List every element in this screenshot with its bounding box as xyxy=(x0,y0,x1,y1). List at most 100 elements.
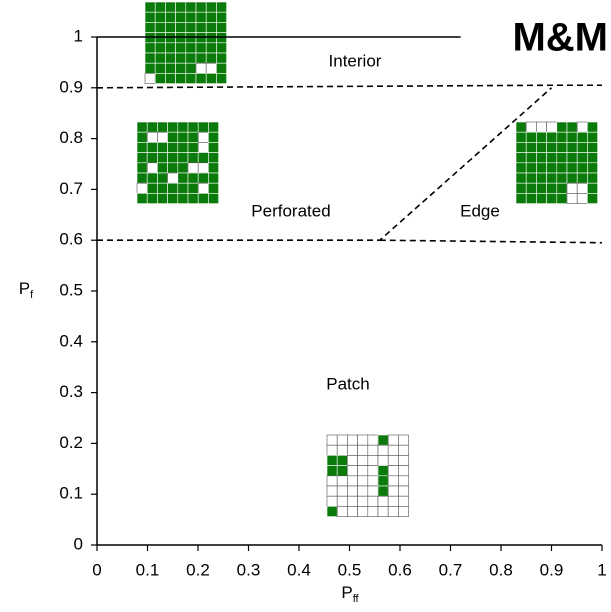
icon-cell xyxy=(327,435,337,445)
icon-cell xyxy=(388,496,398,506)
icon-cell xyxy=(206,63,216,73)
icon-cell xyxy=(337,445,347,455)
icon-cell xyxy=(137,183,147,193)
x-tick-label: 0.5 xyxy=(338,560,362,579)
icon-cell xyxy=(536,163,546,173)
icon-cell xyxy=(398,455,408,465)
icon-cell xyxy=(557,173,567,183)
icon-cell xyxy=(516,193,526,203)
icon-cell xyxy=(516,132,526,142)
icon-cell xyxy=(137,122,147,132)
icon-cell xyxy=(178,173,188,183)
icon-cell xyxy=(398,486,408,496)
icon-cell xyxy=(587,122,597,132)
icon-cell xyxy=(347,455,357,465)
y-tick-label: 0.1 xyxy=(59,484,83,503)
icon-cell xyxy=(145,22,155,32)
icon-cell xyxy=(526,142,536,152)
icon-cell xyxy=(567,153,577,163)
y-tick-label: 0.8 xyxy=(59,128,83,147)
icon-cell xyxy=(327,476,337,486)
icon-cell xyxy=(368,506,378,516)
icon-cell xyxy=(178,122,188,132)
icon-cell xyxy=(176,43,186,53)
icon-cell xyxy=(198,153,208,163)
y-tick-label: 0.5 xyxy=(59,280,83,299)
icon-cell xyxy=(398,445,408,455)
icon-cell xyxy=(155,53,165,63)
icon-cell xyxy=(577,153,587,163)
icon-cell xyxy=(208,153,218,163)
icon-cell xyxy=(347,466,357,476)
icon-cell xyxy=(526,173,536,183)
icon-cell xyxy=(557,132,567,142)
icon-cell xyxy=(196,12,206,22)
icon-cell xyxy=(587,193,597,203)
icon-cell xyxy=(176,22,186,32)
x-tick-label: 0 xyxy=(92,560,101,579)
icon-cell xyxy=(577,183,587,193)
icon-cell xyxy=(188,193,198,203)
icon-cell xyxy=(137,142,147,152)
icon-cell xyxy=(157,153,167,163)
icon-cell xyxy=(196,22,206,32)
icon-cell xyxy=(196,43,206,53)
y-axis-label: Pf xyxy=(19,279,34,300)
icon-cell xyxy=(147,122,157,132)
y-tick-label: 0.7 xyxy=(59,179,83,198)
icon-cell xyxy=(378,496,388,506)
icon-cell xyxy=(216,63,226,73)
icon-cell xyxy=(216,22,226,32)
icon-cell xyxy=(347,506,357,516)
icon-cell xyxy=(557,122,567,132)
icon-cell xyxy=(378,435,388,445)
y-axis-label-main: P xyxy=(19,279,30,298)
icon-cell xyxy=(378,466,388,476)
x-tick-label: 0.1 xyxy=(136,560,160,579)
icon-cell xyxy=(547,163,557,173)
x-axis-label-sub: ff xyxy=(353,593,360,605)
icon-cell xyxy=(567,142,577,152)
y-tick-label: 0.2 xyxy=(59,433,83,452)
icon-cell xyxy=(536,153,546,163)
icon-cell xyxy=(368,455,378,465)
icon-cell xyxy=(145,43,155,53)
icon-cell xyxy=(176,12,186,22)
icon-cell xyxy=(516,163,526,173)
icon-cell xyxy=(516,153,526,163)
icon-cell xyxy=(206,12,216,22)
icon-cell xyxy=(208,132,218,142)
icon-cell xyxy=(327,466,337,476)
icon-cell xyxy=(398,476,408,486)
icon-cell xyxy=(368,435,378,445)
icon-cell xyxy=(516,122,526,132)
icon-cell xyxy=(198,173,208,183)
icon-cell xyxy=(388,445,398,455)
icon-cell xyxy=(157,132,167,142)
icon-cell xyxy=(388,435,398,445)
x-tick-label: 0.9 xyxy=(540,560,564,579)
icon-cell xyxy=(176,73,186,83)
icon-cell xyxy=(168,153,178,163)
icon-cell xyxy=(587,163,597,173)
icon-cell xyxy=(186,73,196,83)
icon-cell xyxy=(157,122,167,132)
icon-cell xyxy=(145,73,155,83)
icon-cell xyxy=(188,142,198,152)
icon-cell xyxy=(327,506,337,516)
icon-cell xyxy=(188,163,198,173)
icon-cell xyxy=(327,445,337,455)
icon-cell xyxy=(526,183,536,193)
icon-cell xyxy=(587,153,597,163)
icon-cell xyxy=(147,142,157,152)
icon-cell xyxy=(208,193,218,203)
icon-cell xyxy=(347,435,357,445)
icon-cell xyxy=(178,142,188,152)
icon-cell xyxy=(567,173,577,183)
icon-cell xyxy=(587,173,597,183)
icon-cell xyxy=(577,142,587,152)
icon-cell xyxy=(206,22,216,32)
icon-cell xyxy=(145,12,155,22)
icon-cell xyxy=(398,506,408,516)
x-tick-label: 1 xyxy=(597,560,606,579)
